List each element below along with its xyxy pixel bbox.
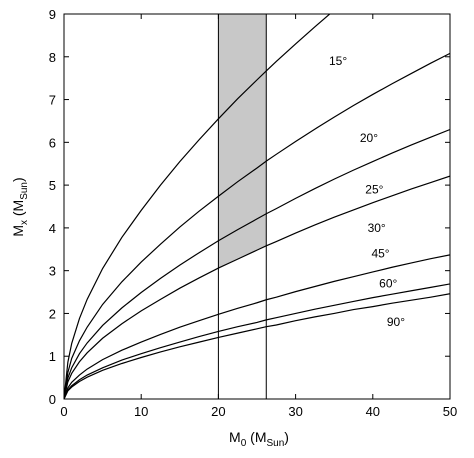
curve-label: 60° <box>379 277 397 291</box>
curve-60deg <box>64 283 450 399</box>
y-tick-label: 6 <box>49 135 56 150</box>
x-tick-label: 30 <box>288 404 302 419</box>
curve-layer <box>64 14 450 399</box>
curve-45deg <box>64 254 450 399</box>
curve-25deg <box>64 128 450 399</box>
y-tick-label: 0 <box>49 392 56 407</box>
tick-layer: 0 10 20 30 40 50 0 1 2 3 4 5 6 7 8 9 <box>49 7 457 419</box>
x-tick-label: 10 <box>134 404 148 419</box>
y-tick-label: 9 <box>49 7 56 22</box>
x-tick-label: 40 <box>366 404 380 419</box>
y-tick-label: 5 <box>49 178 56 193</box>
curve-30deg <box>64 175 450 399</box>
x-tick-label: 20 <box>211 404 225 419</box>
shaded-band <box>218 14 267 269</box>
curve-label: 25° <box>365 182 383 196</box>
y-axis-label: Mx (MSun) <box>10 177 30 236</box>
curve-label: 90° <box>387 315 405 329</box>
curve-label: 45° <box>371 247 389 261</box>
x-axis-label: M0 (MSun) <box>229 429 289 449</box>
x-tick-label: 50 <box>443 404 457 419</box>
curve-90deg <box>64 293 450 399</box>
y-tick-label: 3 <box>49 264 56 279</box>
curve-label: 30° <box>368 221 386 235</box>
y-tick-label: 8 <box>49 50 56 65</box>
vertical-line-layer <box>217 14 267 399</box>
plot-frame <box>63 13 451 400</box>
y-tick-label: 4 <box>49 221 56 236</box>
y-tick-label: 1 <box>49 349 56 364</box>
curve-15deg <box>64 14 331 399</box>
curve-label: 20° <box>360 131 378 145</box>
y-tick-label: 7 <box>49 93 56 108</box>
curve-label: 15° <box>329 54 347 68</box>
curve-20deg <box>64 52 450 399</box>
x-tick-label: 0 <box>60 404 67 419</box>
curve-label-layer: 15° 20° 25° 30° 45° 60° 90° <box>329 54 405 329</box>
shaded-band-layer <box>218 14 267 269</box>
y-tick-label: 2 <box>49 306 56 321</box>
